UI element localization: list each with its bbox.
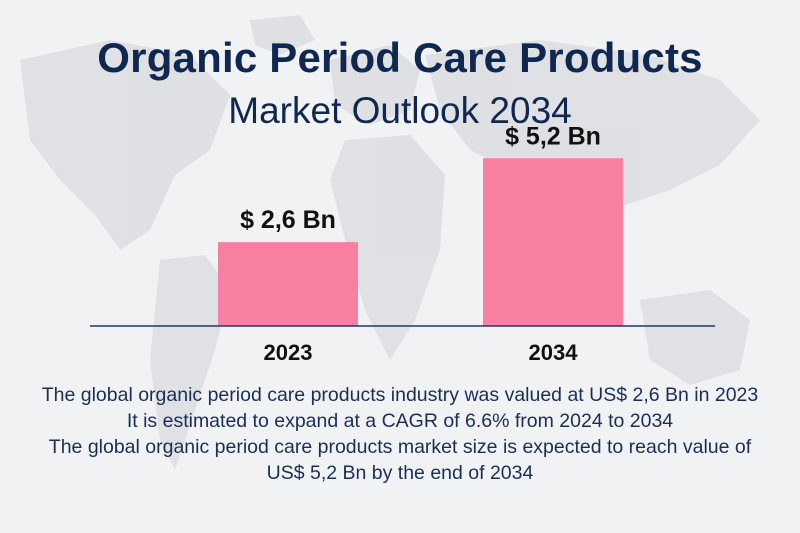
bar-2023 (218, 242, 358, 326)
description-block: The global organic period care products … (40, 382, 760, 486)
description-line-1: The global organic period care products … (41, 384, 759, 406)
x-tick-label-2034: 2034 (529, 340, 579, 365)
description-line-3: The global organic period care products … (48, 436, 752, 484)
x-tick-label-2023: 2023 (264, 340, 313, 365)
data-label-2023: $ 2,6 Bn (240, 206, 336, 234)
page-title: Organic Period Care Products (97, 34, 703, 81)
bar-2034 (483, 158, 623, 326)
page-subtitle: Market Outlook 2034 (228, 90, 572, 131)
description-line-2: It is estimated to expand at a CAGR of 6… (126, 410, 674, 432)
data-label-2034: $ 5,2 Bn (505, 122, 601, 150)
